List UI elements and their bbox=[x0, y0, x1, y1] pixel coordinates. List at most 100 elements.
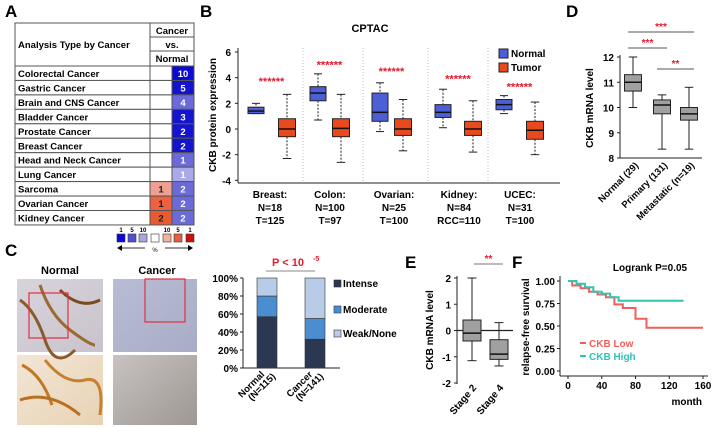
legend-label: Weak/None bbox=[343, 329, 397, 340]
box-plot bbox=[489, 322, 509, 367]
box-iqr bbox=[278, 118, 296, 138]
overexpression-cell bbox=[149, 65, 173, 81]
significance-stars: ** bbox=[485, 254, 493, 265]
tissue-stain-mark bbox=[19, 395, 81, 417]
cancer-tissue-image bbox=[113, 279, 197, 352]
x-category-label: Colon: bbox=[314, 190, 346, 201]
y-tick-label: 4 bbox=[225, 74, 231, 85]
x-category-label: Kidney: bbox=[441, 190, 478, 201]
zoom-region-box bbox=[144, 278, 186, 323]
tissue-stain-mark bbox=[19, 298, 77, 360]
table-row: Lung Cancer 1 bbox=[14, 166, 195, 183]
legend-swatch bbox=[185, 233, 195, 243]
overexpression-count: 1 bbox=[158, 199, 164, 210]
legend-swatch bbox=[333, 305, 342, 314]
x-category-label: Ovarian: bbox=[374, 190, 415, 201]
legend-rank: 10 bbox=[140, 228, 147, 234]
y-tick-label: 10 bbox=[603, 104, 615, 115]
overexpression-cell bbox=[149, 166, 173, 183]
box-group: ****** Ovarian: N=25 T=100 bbox=[371, 66, 415, 227]
legend-rank: 5 bbox=[176, 228, 180, 234]
table-row: Ovarian Cancer 1 2 bbox=[14, 195, 195, 212]
x-tick-label: 0 bbox=[565, 381, 571, 392]
zoom-region-box bbox=[28, 292, 69, 339]
x-category-label: T=100 bbox=[380, 216, 409, 227]
significance-stars: ****** bbox=[259, 76, 285, 88]
y-axis-label: CKB mRNA level bbox=[425, 290, 436, 370]
x-tick-label: 40 bbox=[596, 381, 608, 392]
table-row: Prostate Cancer 2 bbox=[14, 123, 195, 139]
x-category-label: N=18 bbox=[258, 203, 283, 214]
box-plot bbox=[394, 98, 412, 152]
image-title-normal: Normal bbox=[41, 265, 79, 277]
x-tick-label: 80 bbox=[630, 381, 642, 392]
y-tick-label: -4 bbox=[222, 176, 231, 187]
x-category-label: UCEC: bbox=[504, 190, 536, 201]
significance-stars: ****** bbox=[507, 81, 533, 93]
arrow-right-icon bbox=[188, 245, 193, 251]
y-tick-label: 1 bbox=[445, 300, 451, 311]
survival-line-ckb-low bbox=[568, 280, 703, 329]
table-row: Breast Cancer 2 bbox=[14, 137, 195, 154]
x-category-label: T=125 bbox=[256, 216, 285, 227]
box-plot bbox=[462, 277, 482, 362]
legend-swatch bbox=[116, 233, 126, 243]
bar-segment-weak-none bbox=[304, 277, 326, 319]
legend: Normal Tumor bbox=[498, 48, 546, 74]
table-row: Sarcoma 1 2 bbox=[14, 181, 195, 197]
y-tick-label: 0.75 bbox=[536, 300, 556, 311]
panel-label-a: A bbox=[5, 2, 17, 21]
overexpression-cell bbox=[149, 152, 173, 168]
panel-label-f: F bbox=[512, 253, 522, 272]
bar-segment-moderate bbox=[256, 295, 278, 318]
underexpression-count: 3 bbox=[180, 112, 185, 123]
y-tick-label: 0.25 bbox=[536, 345, 556, 356]
y-tick-label: 60% bbox=[218, 310, 238, 321]
x-category-label: Breast: bbox=[253, 190, 287, 201]
underexpression-cell bbox=[171, 210, 195, 226]
significance-stars: ****** bbox=[379, 66, 405, 78]
legend-unit: % bbox=[152, 248, 158, 254]
legend-rank: 5 bbox=[130, 228, 134, 234]
x-category-label: N=25 bbox=[382, 203, 407, 214]
normal-tissue-image bbox=[17, 279, 103, 352]
cancer-type-label: Colorectal Cancer bbox=[18, 69, 100, 80]
legend-label: CKB High bbox=[589, 352, 636, 363]
chart-title: CPTAC bbox=[351, 23, 388, 35]
panel-label-b: B bbox=[200, 2, 212, 21]
box-plot bbox=[278, 93, 296, 160]
underexpression-count: 5 bbox=[180, 83, 186, 94]
cancer-type-label: Prostate Cancer bbox=[18, 127, 91, 138]
y-tick-label: 1.00 bbox=[536, 277, 556, 288]
overexpression-count: 1 bbox=[158, 185, 164, 196]
table-row: Kidney Cancer 2 2 bbox=[14, 210, 195, 226]
box-group: ****** Breast: N=18 T=125 bbox=[247, 76, 296, 227]
y-tick-label: 40% bbox=[218, 328, 238, 339]
logrank-annotation: Logrank P=0.05 bbox=[613, 263, 688, 274]
underexpression-count: 2 bbox=[180, 127, 185, 138]
y-tick-label: -2 bbox=[442, 379, 451, 390]
box-plot bbox=[371, 82, 389, 133]
box-plot bbox=[309, 73, 327, 121]
table-header-label: Analysis Type by Cancer bbox=[18, 40, 130, 51]
legend-swatch bbox=[498, 62, 509, 73]
table-row: Bladder Cancer 3 bbox=[14, 108, 195, 125]
image-title-cancer: Cancer bbox=[138, 265, 176, 277]
cancer-type-label: Bladder Cancer bbox=[18, 112, 89, 123]
legend-swatch bbox=[150, 233, 160, 243]
x-category-label: N=31 bbox=[508, 203, 533, 214]
legend-label: Normal bbox=[511, 49, 546, 60]
panel-label-e: E bbox=[405, 253, 416, 272]
underexpression-count: 1 bbox=[180, 156, 186, 167]
box-plot bbox=[653, 94, 671, 150]
box-plot bbox=[526, 101, 544, 156]
oncomine-table: Analysis Type by CancerCancervs.NormalCo… bbox=[14, 22, 195, 254]
y-tick-label: 2 bbox=[445, 274, 451, 285]
y-tick-label: 12 bbox=[603, 53, 615, 64]
table-row: Head and Neck Cancer 1 bbox=[14, 152, 195, 168]
cancer-type-label: Ovarian Cancer bbox=[18, 199, 89, 210]
survival-curve: relapse-free survival 1.00 0.75 0.50 0.25 0.0… bbox=[521, 263, 712, 408]
